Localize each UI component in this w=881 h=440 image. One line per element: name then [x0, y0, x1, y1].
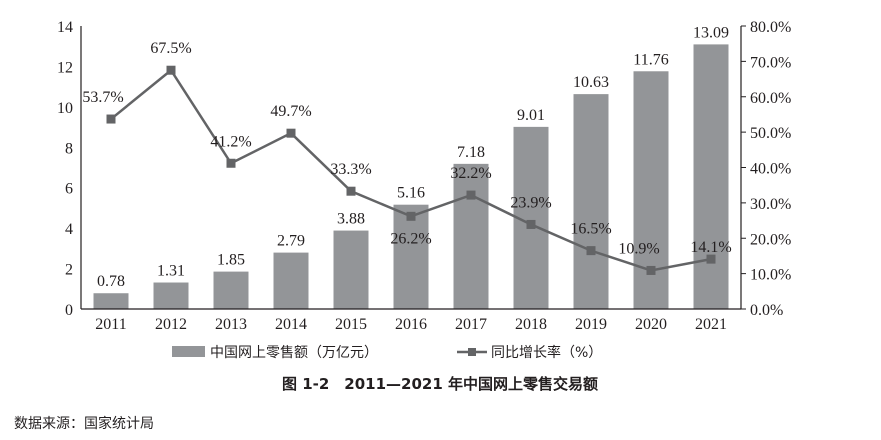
bar-2014 — [273, 252, 309, 309]
growth-marker-2016 — [406, 211, 416, 221]
x-tick-label: 2014 — [275, 316, 307, 333]
legend-line-marker — [468, 348, 476, 356]
y-tick-label: 0 — [65, 302, 73, 319]
bar-label: 9.01 — [517, 107, 545, 124]
bar-2021 — [693, 44, 729, 310]
source-note: 数据来源：国家统计局 — [14, 415, 154, 432]
bar-label: 1.31 — [157, 263, 185, 280]
growth-marker-2015 — [346, 186, 356, 196]
x-tick-label: 2016 — [395, 316, 427, 333]
y2-tick-label: 10.0% — [750, 267, 791, 284]
y2-tick-label: 40.0% — [750, 161, 791, 178]
y2-tick-label: 60.0% — [750, 90, 791, 107]
y-tick-label: 10 — [57, 100, 73, 117]
x-tick-label: 2018 — [515, 316, 547, 333]
y-tick-label: 8 — [65, 140, 73, 157]
growth-label: 26.2% — [390, 230, 431, 247]
bar-label: 0.78 — [97, 273, 125, 290]
legend-bar-label: 中国网上零售额（万亿元） — [210, 345, 378, 361]
legend-bar-swatch — [172, 346, 205, 357]
growth-marker-2020 — [646, 265, 656, 275]
bar-label: 1.85 — [217, 252, 245, 269]
y2-tick-label: 20.0% — [750, 231, 791, 248]
growth-label: 16.5% — [570, 221, 611, 238]
x-tick-label: 2012 — [155, 316, 187, 333]
growth-marker-2018 — [526, 219, 536, 229]
bar-label: 5.16 — [397, 185, 425, 202]
y2-tick-label: 0.0% — [750, 302, 783, 319]
y2-tick-label: 70.0% — [750, 54, 791, 71]
legend: 中国网上零售额（万亿元） 同比增长率（%） — [172, 344, 602, 361]
y2-tick-label: 50.0% — [750, 125, 791, 142]
x-tick-label: 2017 — [455, 316, 487, 333]
bar-2015 — [333, 230, 369, 309]
growth-label: 67.5% — [150, 40, 191, 57]
x-tick-label: 2021 — [695, 316, 727, 333]
growth-label: 41.2% — [210, 133, 251, 150]
growth-marker-2014 — [286, 128, 296, 138]
x-tick-label: 2015 — [335, 316, 367, 333]
growth-label: 33.3% — [330, 161, 371, 178]
growth-marker-2017 — [466, 190, 476, 200]
bar-label: 11.76 — [633, 51, 668, 68]
y-tick-label: 12 — [57, 59, 73, 76]
y-tick-label: 14 — [57, 19, 73, 36]
bar-2013 — [213, 271, 249, 309]
y-tick-label: 4 — [65, 221, 73, 238]
bar-2017 — [453, 163, 489, 309]
growth-label: 53.7% — [82, 89, 123, 106]
y2-tick-label: 80.0% — [750, 19, 791, 36]
bar-2012 — [153, 282, 189, 309]
growth-label: 49.7% — [270, 103, 311, 120]
legend-line-label: 同比增长率（%） — [491, 344, 602, 361]
bar-label: 2.79 — [277, 233, 305, 250]
growth-label: 32.2% — [450, 165, 491, 182]
y-tick-label: 2 — [65, 262, 73, 279]
growth-marker-2013 — [226, 158, 236, 168]
bar-2019 — [573, 94, 609, 309]
growth-label: 10.9% — [618, 240, 659, 257]
bar-2011 — [93, 293, 129, 309]
growth-marker-2019 — [586, 246, 596, 256]
y2-tick-label: 30.0% — [750, 196, 791, 213]
bar-2016 — [393, 204, 429, 309]
x-tick-label: 2020 — [635, 316, 667, 333]
growth-label: 23.9% — [510, 194, 551, 211]
x-tick-label: 2019 — [575, 316, 607, 333]
bar-label: 7.18 — [457, 144, 485, 161]
growth-label: 14.1% — [690, 239, 731, 256]
growth-marker-2012 — [166, 65, 176, 75]
bar-label: 13.09 — [693, 24, 729, 41]
bar-label: 3.88 — [337, 211, 365, 228]
x-tick-label: 2011 — [95, 316, 126, 333]
chart-title: 图 1-2 2011—2021 年中国网上零售交易额 — [282, 375, 598, 393]
x-tick-label: 2013 — [215, 316, 247, 333]
y-tick-label: 6 — [65, 181, 73, 198]
growth-marker-2021 — [706, 254, 716, 264]
bar-label: 10.63 — [573, 74, 609, 91]
growth-marker-2011 — [106, 114, 116, 124]
